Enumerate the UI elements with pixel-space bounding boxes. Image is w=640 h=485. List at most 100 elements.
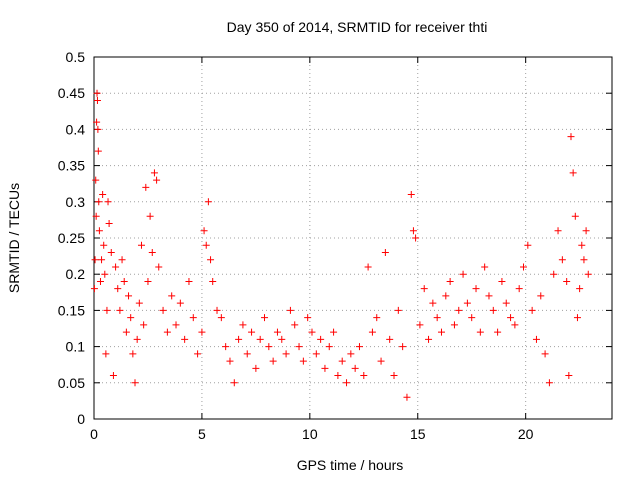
data-point xyxy=(446,277,454,285)
y-tick-label: 0.3 xyxy=(66,194,86,210)
data-point xyxy=(248,328,256,336)
data-point xyxy=(498,277,506,285)
data-point xyxy=(172,321,180,329)
data-point xyxy=(537,292,545,300)
data-point xyxy=(129,350,137,358)
data-point xyxy=(429,299,437,307)
data-point xyxy=(163,328,171,336)
data-point xyxy=(140,321,148,329)
data-point xyxy=(103,306,111,314)
data-point xyxy=(135,299,143,307)
data-point xyxy=(409,227,417,235)
tick-layer: 0 0.05 0.1 0.15 0.2 0.25 0.3 0.35 0.4 0.45 0.5 0 5 10… xyxy=(58,49,612,442)
data-point xyxy=(93,118,101,126)
data-point xyxy=(146,212,154,220)
data-point xyxy=(209,277,217,285)
data-point xyxy=(235,335,243,343)
data-point xyxy=(127,314,135,322)
data-point xyxy=(472,285,480,293)
data-point xyxy=(442,292,450,300)
data-point xyxy=(433,314,441,322)
data-point xyxy=(98,256,106,264)
data-point xyxy=(338,357,346,365)
x-tick-label: 15 xyxy=(410,426,426,442)
data-point xyxy=(355,343,363,351)
data-point xyxy=(256,335,264,343)
data-point xyxy=(584,270,592,278)
data-point xyxy=(420,285,428,293)
data-point xyxy=(198,328,206,336)
grid-layer xyxy=(94,57,612,419)
data-point xyxy=(524,241,532,249)
data-point xyxy=(580,256,588,264)
data-point xyxy=(104,198,112,206)
data-point xyxy=(213,306,221,314)
data-point xyxy=(168,292,176,300)
data-point xyxy=(94,125,102,133)
data-point xyxy=(222,343,230,351)
data-point xyxy=(286,306,294,314)
data-point xyxy=(153,176,161,184)
data-point xyxy=(317,335,325,343)
data-point xyxy=(403,393,411,401)
data-point xyxy=(325,343,333,351)
data-point xyxy=(142,183,150,191)
data-point xyxy=(554,227,562,235)
data-point xyxy=(100,241,108,249)
data-point xyxy=(92,176,100,184)
data-point xyxy=(468,314,476,322)
points-layer xyxy=(90,89,592,401)
data-point xyxy=(381,248,389,256)
data-point xyxy=(95,227,103,235)
data-point xyxy=(565,372,573,380)
data-point xyxy=(243,350,251,358)
y-tick-label: 0 xyxy=(77,411,85,427)
data-point xyxy=(137,241,145,249)
data-point xyxy=(102,350,110,358)
data-point xyxy=(511,321,519,329)
data-point xyxy=(269,357,277,365)
y-tick-label: 0.25 xyxy=(58,230,85,246)
x-tick-label: 0 xyxy=(90,426,98,442)
data-point xyxy=(299,357,307,365)
data-point xyxy=(107,248,115,256)
data-point xyxy=(226,357,234,365)
data-point xyxy=(463,299,471,307)
data-point xyxy=(425,335,433,343)
data-point xyxy=(207,256,215,264)
y-axis-label: SRMTID / TECUs xyxy=(6,183,22,293)
data-point xyxy=(273,328,281,336)
data-point xyxy=(373,314,381,322)
data-point xyxy=(109,372,117,380)
data-point xyxy=(520,263,528,271)
data-point xyxy=(230,379,238,387)
data-point xyxy=(95,198,103,206)
x-tick-label: 20 xyxy=(518,426,534,442)
data-point xyxy=(476,328,484,336)
data-point xyxy=(291,321,299,329)
data-point xyxy=(131,379,139,387)
data-point xyxy=(567,133,575,141)
chart-title: Day 350 of 2014, SRMTID for receiver tht… xyxy=(227,19,488,35)
data-point xyxy=(295,343,303,351)
data-point xyxy=(494,328,502,336)
data-point xyxy=(368,328,376,336)
data-point xyxy=(93,96,101,104)
data-point xyxy=(450,321,458,329)
x-axis-label: GPS time / hours xyxy=(297,457,404,473)
data-point xyxy=(563,277,571,285)
data-point xyxy=(321,364,329,372)
data-point xyxy=(204,198,212,206)
data-point xyxy=(502,299,510,307)
data-point xyxy=(569,169,577,177)
data-point xyxy=(282,350,290,358)
y-tick-label: 0.5 xyxy=(66,49,86,65)
y-tick-label: 0.35 xyxy=(58,158,85,174)
data-point xyxy=(92,212,100,220)
data-point xyxy=(217,314,225,322)
data-point xyxy=(507,314,515,322)
data-point xyxy=(308,328,316,336)
data-point xyxy=(489,306,497,314)
data-point xyxy=(181,335,189,343)
